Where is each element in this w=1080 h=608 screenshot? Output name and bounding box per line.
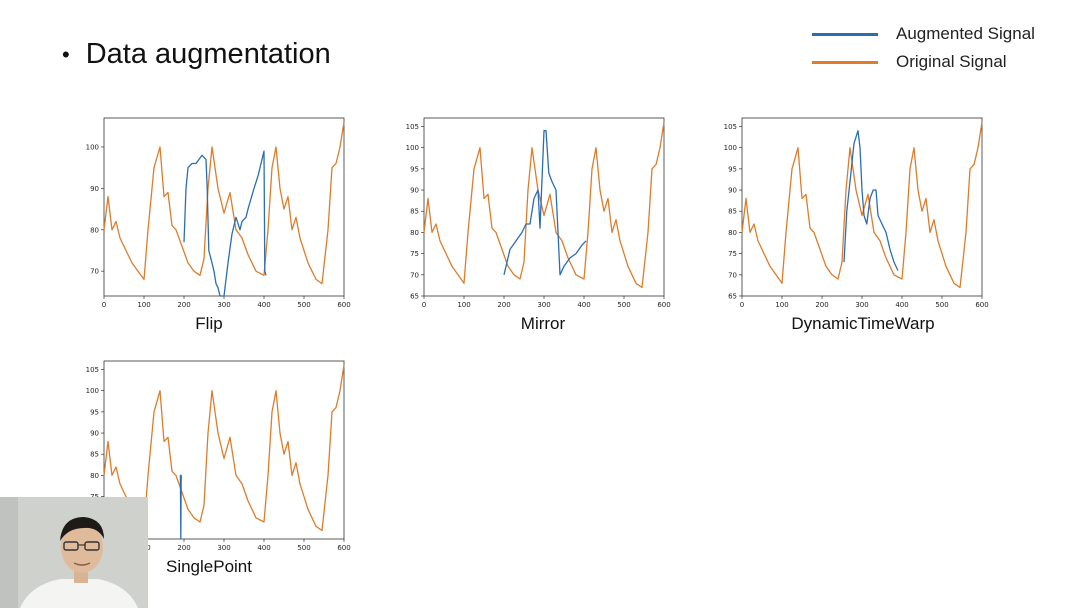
legend-item-original: Original Signal	[812, 48, 1035, 76]
x-tick-label: 200	[177, 544, 190, 552]
legend-swatch-augmented	[812, 32, 878, 36]
y-tick-label: 90	[410, 187, 419, 195]
legend-label-augmented: Augmented Signal	[896, 24, 1035, 43]
y-tick-label: 95	[90, 408, 99, 416]
slide-title-text: Data augmentation	[85, 38, 331, 70]
original-series-line	[103, 121, 345, 285]
x-tick-label: 100	[457, 301, 470, 309]
x-tick-label: 400	[257, 544, 270, 552]
plot-frame	[103, 117, 345, 297]
legend-item-augmented: Augmented Signal	[812, 20, 1035, 48]
y-tick-label: 80	[90, 226, 99, 234]
y-tick-label: 100	[86, 143, 99, 151]
y-tick-label: 100	[724, 144, 737, 152]
augmented-series-line	[179, 474, 182, 540]
x-tick-label: 300	[217, 301, 230, 309]
y-tick-label: 65	[410, 293, 419, 301]
y-tick-label: 80	[90, 472, 99, 480]
y-tick-label: 90	[90, 185, 99, 193]
legend-label-original: Original Signal	[896, 52, 1007, 71]
x-tick-label: 0	[422, 301, 426, 309]
y-tick-label: 105	[86, 366, 99, 374]
legend: Augmented Signal Original Signal	[812, 20, 1035, 76]
y-tick-label: 75	[410, 250, 419, 258]
x-tick-label: 600	[657, 301, 670, 309]
caption-mirror: Mirror	[520, 314, 566, 333]
y-tick-label: 70	[728, 271, 737, 279]
y-tick-label: 65	[728, 293, 737, 301]
x-tick-label: 600	[975, 301, 988, 309]
y-tick-label: 75	[728, 250, 737, 258]
y-tick-label: 95	[410, 165, 419, 173]
y-tick-label: 105	[724, 123, 737, 131]
x-tick-label: 0	[740, 301, 744, 309]
x-tick-label: 100	[775, 301, 788, 309]
x-tick-label: 600	[337, 301, 350, 309]
x-tick-label: 400	[577, 301, 590, 309]
x-tick-label: 500	[297, 544, 310, 552]
y-tick-label: 85	[90, 451, 99, 459]
x-tick-label: 500	[297, 301, 310, 309]
y-tick-label: 85	[728, 208, 737, 216]
caption-dtw: DynamicTimeWarp	[791, 314, 935, 333]
y-tick-label: 85	[410, 208, 419, 216]
x-tick-label: 100	[137, 301, 150, 309]
y-tick-label: 95	[728, 165, 737, 173]
panel-mirror: 0 100 200 300 400 500 600 65 70 75 80 85 90 95 100 105 …	[400, 112, 671, 337]
panel-dtw: 0 100 200 300 400 500 600 65 70 75 80 85 90 95 100 105 …	[718, 112, 989, 337]
legend-swatch-original	[812, 60, 878, 64]
y-tick-label: 70	[90, 268, 99, 276]
y-tick-label: 90	[90, 430, 99, 438]
panel-flip: 0 100 200 300 400 500 600 70 80 90 100 Flip	[80, 112, 351, 337]
x-tick-label: 0	[102, 301, 106, 309]
chart-dtw: 0 100 200 300 400 500 600 65 70 75 80 85 90 95 100 105	[724, 117, 989, 309]
x-tick-label: 300	[537, 301, 550, 309]
x-tick-label: 400	[895, 301, 908, 309]
x-tick-label: 500	[617, 301, 630, 309]
slide-title: • Data augmentation	[62, 38, 331, 71]
webcam-video	[0, 497, 148, 608]
y-tick-label: 90	[728, 187, 737, 195]
original-series-line	[741, 122, 983, 289]
y-tick-label: 100	[406, 144, 419, 152]
x-tick-label: 200	[815, 301, 828, 309]
x-tick-label: 400	[257, 301, 270, 309]
y-tick-label: 80	[410, 229, 419, 237]
caption-singlepoint: SinglePoint	[165, 557, 252, 576]
caption-flip: Flip	[195, 314, 223, 333]
x-tick-label: 300	[855, 301, 868, 309]
y-tick-label: 100	[86, 387, 99, 395]
y-tick-label: 105	[406, 123, 419, 131]
x-tick-label: 200	[177, 301, 190, 309]
y-tick-label: 70	[410, 271, 419, 279]
augmented-series-line	[503, 130, 587, 276]
chart-mirror: 0 100 200 300 400 500 600 65 70 75 80 85 90 95 100 105	[406, 117, 671, 309]
y-tick-label: 80	[728, 229, 737, 237]
original-series-line	[423, 122, 665, 289]
x-tick-label: 600	[337, 544, 350, 552]
bullet-icon: •	[62, 41, 70, 67]
plot-frame	[423, 117, 665, 297]
augmented-series-line	[183, 150, 267, 297]
person-avatar-icon	[0, 497, 148, 608]
augmented-series-line	[843, 130, 899, 271]
x-tick-label: 500	[935, 301, 948, 309]
chart-flip: 0 100 200 300 400 500 600 70 80 90 100	[86, 117, 351, 309]
plot-frame	[741, 117, 983, 297]
x-tick-label: 300	[217, 544, 230, 552]
x-tick-label: 200	[497, 301, 510, 309]
